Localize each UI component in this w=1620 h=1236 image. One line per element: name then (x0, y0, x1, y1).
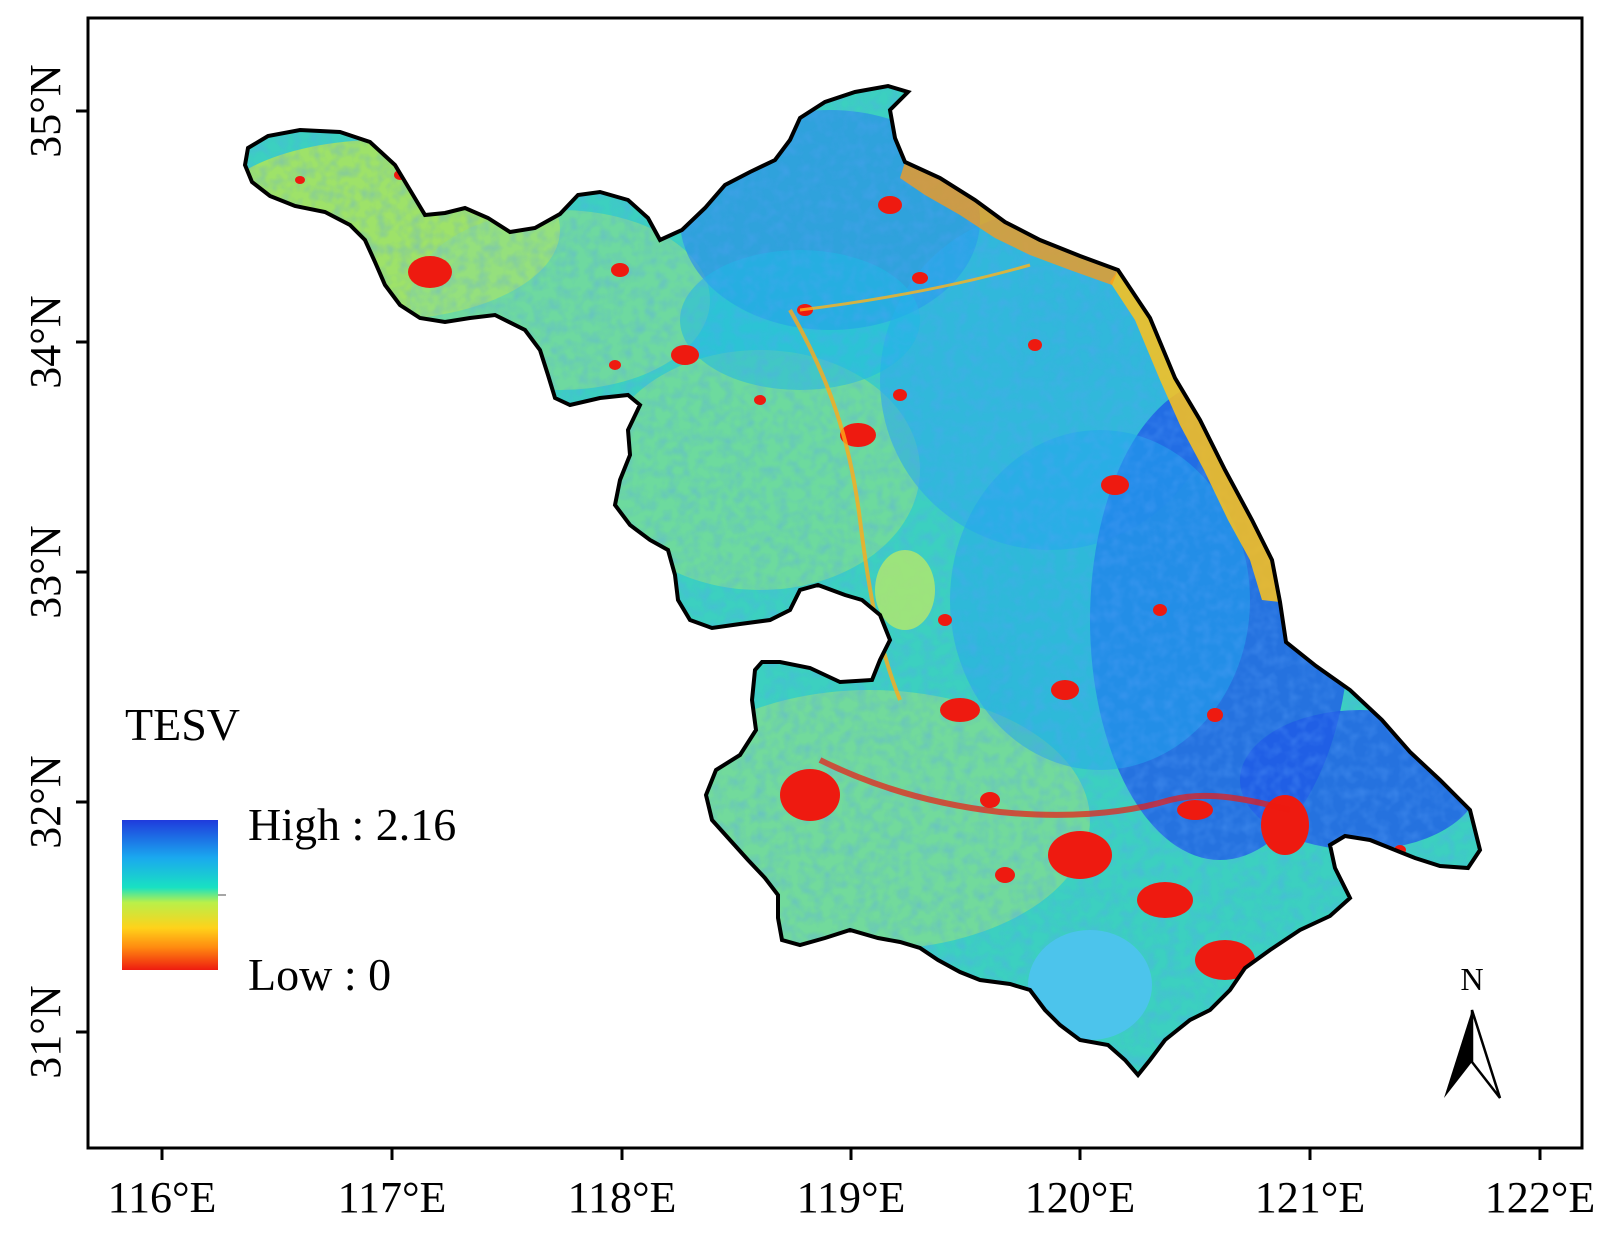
x-tick-label: 121°E (1255, 1173, 1365, 1222)
urban-patches (295, 170, 1406, 980)
y-tick-label: 35°N (21, 64, 70, 157)
x-tick-label: 119°E (797, 1173, 906, 1222)
y-tick-label: 32°N (21, 755, 70, 848)
north-arrow-label: N (1460, 961, 1483, 997)
y-tick-label: 33°N (21, 525, 70, 618)
x-axis: 116°E 117°E 118°E 119°E 120°E 121°E 122°… (108, 1148, 1595, 1222)
legend-title: TESV (125, 699, 240, 750)
north-arrow-icon: N (1444, 961, 1502, 1099)
y-tick-label: 34°N (21, 295, 70, 388)
legend-low-label: Low : 0 (248, 949, 391, 1000)
x-tick-label: 118°E (568, 1173, 677, 1222)
legend-colorbar (122, 820, 218, 970)
y-axis: 35°N 34°N 33°N 32°N 31°N (21, 64, 88, 1079)
x-tick-label: 122°E (1485, 1173, 1595, 1222)
x-tick-label: 120°E (1025, 1173, 1135, 1222)
y-tick-label: 31°N (21, 985, 70, 1078)
legend-high-label: High : 2.16 (248, 799, 456, 850)
legend: TESV High : 2.16 Low : 0 (122, 699, 456, 1000)
x-tick-label: 117°E (338, 1173, 447, 1222)
x-tick-label: 116°E (108, 1173, 217, 1222)
taihu-lake (1028, 930, 1152, 1040)
